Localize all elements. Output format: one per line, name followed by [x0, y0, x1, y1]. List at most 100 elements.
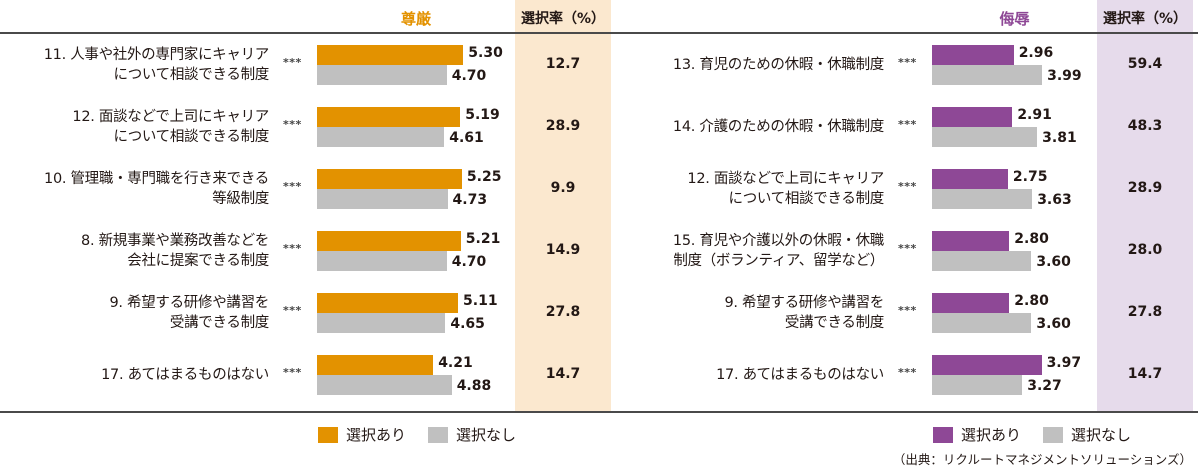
legend-swatch-purple: [933, 426, 953, 443]
left-rate-header: 選択率（%）: [520, 11, 606, 27]
significance-stars: ***: [283, 304, 302, 317]
left-rate-column-bg: [515, 0, 611, 412]
legend-swatch-gray: [1043, 426, 1064, 443]
legend-item-yes: 選択あり: [933, 424, 1021, 445]
value-not-selected: 3.27: [1027, 378, 1062, 394]
bar-selected: [317, 107, 461, 127]
value-not-selected: 4.70: [451, 254, 487, 270]
selection-rate: 12.7: [545, 56, 581, 72]
bar-not-selected: [317, 251, 447, 271]
legend-item-yes: 選択あり: [318, 424, 406, 445]
value-not-selected: 3.63: [1037, 192, 1072, 208]
legend-label-yes: 選択あり: [961, 426, 1022, 444]
row-label: 10. 管理職・専門職を行き来できる 等級制度: [44, 158, 269, 220]
selection-rate: 14.7: [1127, 366, 1163, 382]
bar-not-selected: [932, 65, 1043, 85]
significance-stars: ***: [898, 242, 917, 255]
chart-row: 15. 育児や介護以外の休暇・休職 制度（ボランティア、留学など） *** 2.80 3…: [0, 220, 1198, 282]
bar-not-selected: [317, 65, 447, 85]
value-selected: 5.11: [463, 293, 498, 309]
row-label-line2: 制度（ボランティア、留学など）: [673, 253, 884, 269]
significance-stars: ***: [283, 180, 302, 193]
bar-not-selected: [317, 189, 448, 209]
value-not-selected: 3.81: [1042, 130, 1077, 146]
value-selected: 5.21: [465, 231, 501, 247]
selection-rate: 27.8: [1127, 304, 1163, 320]
bar-not-selected: [932, 251, 1032, 271]
row-label-line1: 9. 希望する研修や講習を: [724, 295, 884, 311]
bar-not-selected: [317, 313, 446, 333]
value-not-selected: 4.70: [451, 68, 487, 84]
value-not-selected: 3.99: [1047, 68, 1082, 84]
row-label: 17. あてはまるものはない: [716, 344, 884, 406]
row-label: 9. 希望する研修や講習を受講できる制度: [724, 282, 884, 344]
chart-row: 8. 新規事業や業務改善などを 会社に提案できる制度 *** 5.21 4.70 14.9: [0, 220, 1198, 282]
value-selected: 5.25: [466, 169, 502, 185]
bar-selected: [932, 293, 1010, 313]
value-selected: 2.75: [1012, 169, 1048, 185]
value-selected: 2.91: [1017, 107, 1052, 123]
row-label-line1: 13. 育児のための休暇・休職制度: [672, 57, 884, 73]
significance-stars: ***: [898, 304, 917, 317]
value-selected: 4.21: [438, 355, 473, 371]
source-citation: （出典：リクルートマネジメントソリューションズ）: [892, 452, 1192, 467]
chart-row: 9. 希望する研修や講習を受講できる制度 *** 5.11 4.65 27.8: [0, 282, 1198, 344]
bar-not-selected: [932, 127, 1038, 147]
row-label-line1: 14. 介護のための休暇・休職制度: [672, 119, 884, 135]
row-label-line1: 17. あてはまるものはない: [716, 367, 884, 383]
row-label: 8. 新規事業や業務改善などを 会社に提案できる制度: [81, 220, 269, 282]
row-label-line2: について相談できる制度: [113, 129, 270, 145]
left-legend: 選択あり 選択なし: [318, 424, 538, 445]
selection-rate: 14.7: [545, 366, 581, 382]
bar-not-selected: [932, 189, 1033, 209]
significance-stars: ***: [898, 366, 917, 379]
row-label-line2: 受講できる制度: [784, 315, 884, 331]
value-not-selected: 4.65: [450, 316, 485, 332]
value-not-selected: 3.60: [1036, 316, 1071, 332]
bar-selected: [317, 169, 462, 189]
bar-not-selected: [317, 375, 452, 395]
significance-stars: ***: [898, 56, 917, 69]
bar-selected: [317, 355, 434, 375]
legend-label-yes: 選択あり: [346, 426, 407, 444]
legend-label-no: 選択なし: [456, 426, 517, 444]
value-selected: 3.97: [1046, 355, 1082, 371]
row-label-line1: 15. 育児や介護以外の休暇・休職: [672, 233, 884, 249]
significance-stars: ***: [283, 242, 302, 255]
row-label: 12. 面談などで上司にキャリアについて相談できる制度: [72, 96, 269, 158]
selection-rate: 28.9: [1127, 180, 1163, 196]
bar-selected: [932, 355, 1042, 375]
selection-rate: 48.3: [1127, 118, 1163, 134]
row-label: 13. 育児のための休暇・休職制度: [673, 34, 884, 96]
row-label-line2: 受講できる制度: [169, 315, 269, 331]
right-rate-header: 選択率（%）: [1102, 11, 1188, 27]
value-not-selected: 4.73: [452, 192, 488, 208]
chart-row: 14. 介護のための休暇・休職制度 *** 2.91 3.81 48.3: [0, 96, 1198, 158]
bar-not-selected: [932, 375, 1023, 395]
row-label: 14. 介護のための休暇・休職制度: [673, 96, 884, 158]
row-label: 12. 面談などで上司にキャリア について相談できる制度: [687, 158, 884, 220]
value-selected: 2.80: [1014, 293, 1049, 309]
row-label-line1: 12. 面談などで上司にキャリア: [687, 171, 884, 187]
value-selected: 2.80: [1014, 231, 1049, 247]
selection-rate: 14.9: [545, 242, 581, 258]
significance-stars: ***: [898, 118, 917, 131]
row-label: 17. あてはまるものはない: [101, 344, 269, 406]
chart-row: 13. 育児のための休暇・休職制度 *** 2.96 3.99 59.4: [0, 34, 1198, 96]
row-label-line1: 12. 面談などで上司にキャリア: [72, 109, 269, 125]
significance-stars: ***: [283, 366, 302, 379]
bar-not-selected: [317, 127, 445, 147]
bar-selected: [932, 231, 1010, 251]
right-rate-column-bg: [1097, 0, 1193, 412]
selection-rate: 28.9: [545, 118, 581, 134]
bar-selected: [932, 45, 1014, 65]
left-panel-title: 尊厳: [400, 10, 431, 28]
legend-item-no: 選択なし: [428, 424, 516, 445]
chart-row: 12. 面談などで上司にキャリア について相談できる制度 *** 5.19 4.61 28…: [0, 96, 1198, 158]
significance-stars: ***: [283, 118, 302, 131]
value-not-selected: 4.88: [456, 378, 492, 394]
bar-selected: [932, 107, 1013, 127]
row-label-line1: 10. 管理職・専門職を行き来できる: [44, 171, 269, 187]
right-panel-title: 侮辱: [999, 10, 1030, 28]
chart-row: 12. 面談などで上司にキャリア について相談できる制度 *** 2.75 3.63 28…: [0, 158, 1198, 220]
